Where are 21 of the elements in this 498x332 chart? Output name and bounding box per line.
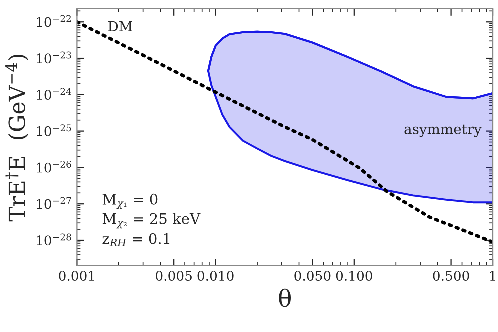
x-tick-label: 0.100 [336, 271, 372, 282]
y-tick-label: 10$^{−28}$ [37, 234, 72, 246]
annotation: M$_{χ₁}$ = 0 [102, 194, 158, 210]
x-tick-label: 0.010 [198, 271, 234, 282]
series-label: asymmetry [404, 124, 482, 138]
x-tick-label: 0.500 [433, 271, 470, 282]
annotation: M$_{χ₂}$ = 25 keV [102, 213, 201, 229]
x-axis-title: θ [279, 288, 292, 308]
y-tick-label: 10$^{−22}$ [37, 15, 72, 28]
annotation: z$_{RH}$ = 0.1 [102, 233, 170, 246]
x-tick-label: 0.005 [156, 271, 192, 282]
x-tick-label: 1 [490, 271, 496, 281]
y-tick-label: 10$^{−23}$ [37, 52, 72, 64]
x-tick-label: 0.001 [59, 271, 94, 282]
y-tick-label: 10$^{−24}$ [37, 88, 72, 100]
y-tick-label: 10$^{−25}$ [37, 124, 72, 136]
series-label: DM [108, 21, 132, 32]
y-tick-label: 10$^{−26}$ [37, 160, 72, 173]
y-tick-label: 10$^{−27}$ [37, 197, 72, 210]
y-axis-title: TrE$^{†}$E (GeV$^{−4}$) [6, 54, 29, 222]
x-tick-label: 0.050 [294, 271, 331, 282]
